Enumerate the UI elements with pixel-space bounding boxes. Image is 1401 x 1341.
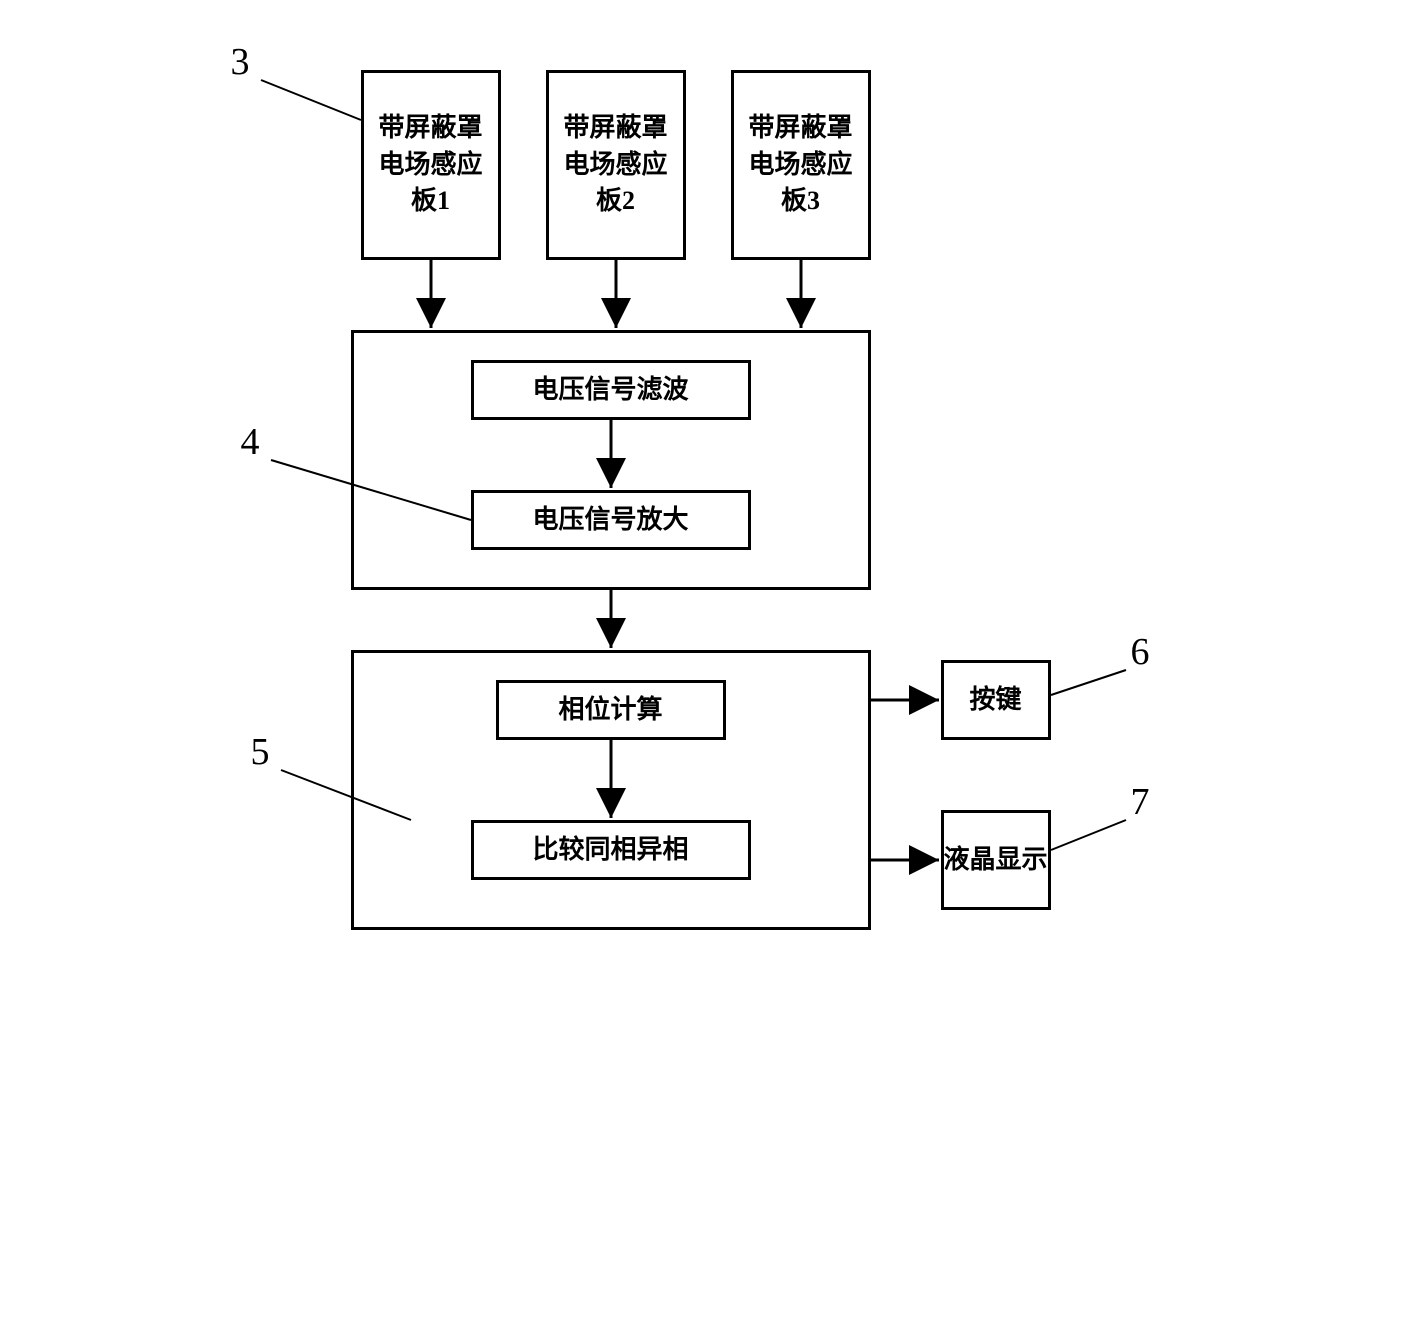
sensor-box-1: 带屏蔽罩电场感应板1 [361,70,501,260]
phase-calc-box: 相位计算 [496,680,726,740]
index-7: 7 [1131,780,1150,824]
sensor-box-3: 带屏蔽罩电场感应板3 [731,70,871,260]
phase-compare-box: 比较同相异相 [471,820,751,880]
index-5: 5 [251,730,270,774]
flowchart-diagram: 带屏蔽罩电场感应板1 带屏蔽罩电场感应板2 带屏蔽罩电场感应板3 电压信号滤波 … [201,40,1201,1140]
connector-lines [201,40,1201,1140]
index-3: 3 [231,40,250,84]
index-6: 6 [1131,630,1150,674]
lcd-box: 液晶显示 [941,810,1051,910]
voltage-filter-box: 电压信号滤波 [471,360,751,420]
index-4: 4 [241,420,260,464]
sensor-box-2: 带屏蔽罩电场感应板2 [546,70,686,260]
keypad-box: 按键 [941,660,1051,740]
voltage-amplify-box: 电压信号放大 [471,490,751,550]
